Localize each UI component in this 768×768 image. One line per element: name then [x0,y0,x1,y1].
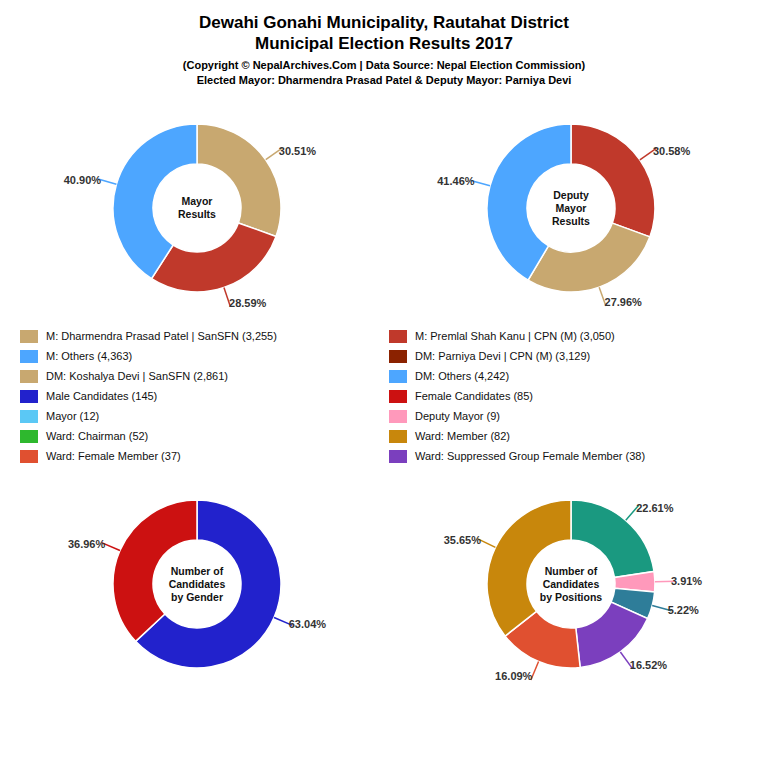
html-text:Ward: Chairman (52): Ward: Chairman (52) [46,430,149,442]
html-text:DM: Others (4,242): DM: Others (4,242) [415,370,510,382]
html-text:Candidates: Candidates [542,577,600,590]
html-text:Candidates: Candidates [168,577,226,590]
html-text:Elected Mayor: Dharmendra Pras: Elected Mayor: Dharmendra Prasad Patel &… [196,74,572,86]
svg-text:30.51%: 30.51% [279,145,317,157]
svg-text:16.09%: 16.09% [495,670,533,682]
html-text:Mayor (12): Mayor (12) [46,410,100,422]
html-text:Male Candidates (145): Male Candidates (145) [46,390,158,402]
html-text:by Gender: by Gender [171,590,223,603]
html-text:Ward: Female Member (37): Ward: Female Member (37) [46,450,181,462]
html-text:(Copyright © NepalArchives.Com: (Copyright © NepalArchives.Com | Data So… [182,59,586,71]
html-text:Ward: Member (82): Ward: Member (82) [415,430,510,442]
html-text:M: Premlal Shah Kanu | CPN (M): M: Premlal Shah Kanu | CPN (M) (3,050) [415,330,615,342]
html-text:Number of: Number of [170,564,224,577]
svg-text:35.65%: 35.65% [444,534,482,546]
svg-text:5.22%: 5.22% [668,604,699,616]
svg-text:28.59%: 28.59% [229,297,267,309]
svg-text:36.96%: 36.96% [68,538,106,550]
svg-text:40.90%: 40.90% [64,174,102,186]
html-text:M: Dharmendra Prasad Patel | S: M: Dharmendra Prasad Patel | SanSFN (3,2… [46,330,277,342]
svg-text:16.52%: 16.52% [630,659,668,671]
html-text:Results: Results [552,214,590,227]
html-text:Deputy: Deputy [553,188,589,201]
html-text:Dewahi Gonahi Municipality, Ra: Dewahi Gonahi Municipality, Rautahat Dis… [199,13,569,32]
svg-text:41.46%: 41.46% [437,175,475,187]
html-text:by Positions: by Positions [539,590,603,603]
html-text:DM: Koshalya Devi | SanSFN (2,: DM: Koshalya Devi | SanSFN (2,861) [46,370,228,382]
svg-text:22.61%: 22.61% [636,502,674,514]
html-text:Mayor: Mayor [555,201,587,214]
html-text:Results: Results [178,208,216,220]
svg-text:63.04%: 63.04% [289,618,327,630]
html-text:Number of: Number of [544,564,598,577]
html-text:Female Candidates (85): Female Candidates (85) [415,390,533,402]
html-text:M: Others (4,363): M: Others (4,363) [46,350,133,362]
svg-text:3.91%: 3.91% [671,575,702,587]
html-text:DM: Parniya Devi | CPN (M) (3,: DM: Parniya Devi | CPN (M) (3,129) [415,350,591,362]
html-text:Ward: Suppressed Group Female: Ward: Suppressed Group Female Member (38… [415,450,646,462]
svg-text:30.58%: 30.58% [653,145,691,157]
html-text:Mayor: Mayor [181,195,213,207]
html-text:Municipal Election Results 201: Municipal Election Results 2017 [255,34,513,53]
svg-text:27.96%: 27.96% [605,296,643,308]
html-text:Deputy Mayor (9): Deputy Mayor (9) [415,410,500,422]
